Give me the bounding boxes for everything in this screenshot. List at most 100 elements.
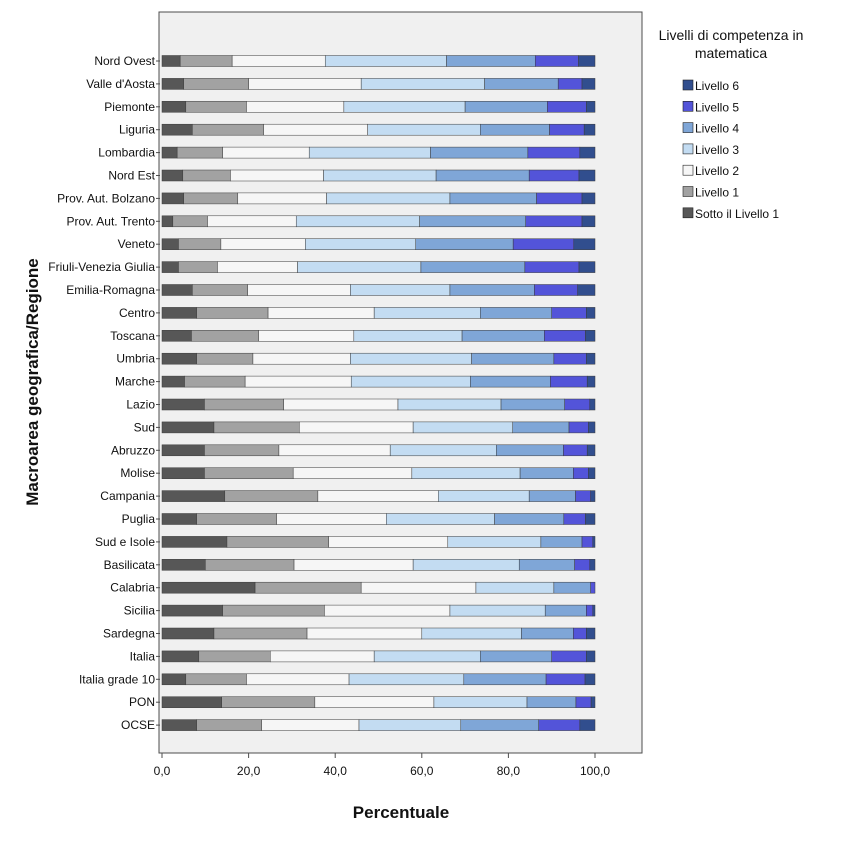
bar-veneto-livello-5 xyxy=(512,238,575,250)
legend-label-sotto-il-livello-1: Sotto il Livello 1 xyxy=(695,207,779,221)
bar-nord-est-livello-2 xyxy=(230,169,324,182)
legend-label-livello-2: Livello 2 xyxy=(695,164,739,178)
bar-emilia-romagna-livello-1 xyxy=(192,284,248,296)
category-label-valle-d-aosta: Valle d'Aosta xyxy=(86,77,155,91)
category-label-pon: PON xyxy=(129,695,155,709)
category-label-prov-aut-bolzano: Prov. Aut. Bolzano xyxy=(57,191,155,205)
legend: Livelli di competenza in matematica Live… xyxy=(659,27,804,221)
bar-prov-aut-trento-sotto-il-livello-1 xyxy=(161,215,174,228)
bar-nord-ovest-sotto-il-livello-1 xyxy=(161,55,181,67)
bar-italia-livello-2 xyxy=(270,650,375,663)
bar-sicilia-livello-2 xyxy=(324,604,451,617)
category-label-prov-aut-trento: Prov. Aut. Trento xyxy=(67,214,156,228)
bar-nord-est-livello-4 xyxy=(435,169,530,182)
bar-sud-e-isole-livello-3 xyxy=(447,536,542,548)
x-tick-label: 100,0 xyxy=(580,764,610,778)
bar-puglia-livello-5 xyxy=(563,513,586,525)
bar-marche-livello-3 xyxy=(350,375,471,388)
bar-prov-aut-bolzano-livello-3 xyxy=(326,192,451,205)
bar-friuli-venezia-giulia-livello-3 xyxy=(297,261,422,273)
bar-molise-livello-2 xyxy=(292,467,413,479)
bar-campania-livello-3 xyxy=(438,490,530,502)
bar-veneto-livello-1 xyxy=(178,238,222,250)
bar-prov-aut-trento-livello-1 xyxy=(172,215,208,228)
bar-molise-livello-3 xyxy=(411,467,521,479)
bar-liguria-livello-1 xyxy=(192,123,264,136)
category-label-sardegna: Sardegna xyxy=(103,627,155,641)
bar-sardegna-livello-6 xyxy=(586,627,596,640)
category-label-centro: Centro xyxy=(119,306,155,320)
bar-lombardia-livello-1 xyxy=(176,146,223,159)
bar-nord-ovest-livello-6 xyxy=(578,55,596,67)
category-label-italia-grade-10: Italia grade 10 xyxy=(79,672,155,686)
bar-ocse-livello-1 xyxy=(196,719,262,731)
bar-campania-sotto-il-livello-1 xyxy=(161,490,226,502)
bar-toscana-livello-1 xyxy=(191,330,259,342)
bar-prov-aut-bolzano-livello-4 xyxy=(449,192,537,205)
bar-italia-grade-10-livello-3 xyxy=(348,673,465,686)
bar-sardegna-livello-5 xyxy=(573,627,587,640)
bar-piemonte-livello-2 xyxy=(246,101,345,113)
category-label-nord-est: Nord Est xyxy=(108,169,155,183)
category-label-emilia-romagna: Emilia-Romagna xyxy=(66,283,155,297)
bar-marche-sotto-il-livello-1 xyxy=(161,375,185,388)
bar-prov-aut-bolzano-sotto-il-livello-1 xyxy=(161,192,184,205)
bar-lombardia-livello-3 xyxy=(308,146,431,159)
bar-nord-est-livello-3 xyxy=(323,169,437,182)
bar-pon-livello-1 xyxy=(221,696,316,708)
bar-italia-grade-10-livello-1 xyxy=(185,673,247,686)
bar-campania-livello-2 xyxy=(317,490,439,502)
bar-sicilia-livello-6 xyxy=(592,604,596,617)
legend-label-livello-3: Livello 3 xyxy=(695,143,739,157)
category-label-abruzzo: Abruzzo xyxy=(111,443,155,457)
legend-title-line-2: matematica xyxy=(695,45,768,61)
bar-calabria-livello-3 xyxy=(475,581,555,594)
x-tick-label: 40,0 xyxy=(324,764,348,778)
bar-toscana-livello-6 xyxy=(585,330,596,342)
bar-sud-e-isole-sotto-il-livello-1 xyxy=(161,536,228,548)
bar-molise-livello-5 xyxy=(573,467,589,479)
bar-campania-livello-4 xyxy=(528,490,576,502)
bar-valle-d-aosta-livello-1 xyxy=(183,78,249,90)
bar-puglia-sotto-il-livello-1 xyxy=(161,513,197,525)
bar-prov-aut-bolzano-livello-2 xyxy=(237,192,327,205)
bar-molise-livello-6 xyxy=(588,467,596,479)
bar-italia-sotto-il-livello-1 xyxy=(161,650,200,663)
category-label-ocse: OCSE xyxy=(121,718,155,732)
bar-veneto-livello-6 xyxy=(573,238,596,250)
bar-lombardia-livello-5 xyxy=(527,146,581,159)
bar-abruzzo-livello-4 xyxy=(496,444,564,457)
bar-marche-livello-5 xyxy=(550,375,588,388)
bar-sicilia-sotto-il-livello-1 xyxy=(161,604,223,617)
category-label-lazio: Lazio xyxy=(126,398,155,412)
bar-liguria-livello-6 xyxy=(583,123,596,136)
bar-molise-sotto-il-livello-1 xyxy=(161,467,205,479)
bar-sud-e-isole-livello-2 xyxy=(328,536,449,548)
bar-molise-livello-4 xyxy=(519,467,574,479)
bar-piemonte-sotto-il-livello-1 xyxy=(161,101,187,113)
legend-label-livello-5: Livello 5 xyxy=(695,100,739,114)
bar-centro-livello-3 xyxy=(373,307,481,319)
bar-lazio-livello-5 xyxy=(564,398,591,411)
bar-nord-ovest-livello-4 xyxy=(446,55,536,67)
legend-swatch-livello-2 xyxy=(682,164,694,176)
bar-liguria-livello-2 xyxy=(263,123,368,136)
bar-marche-livello-4 xyxy=(470,375,551,388)
bar-marche-livello-6 xyxy=(586,375,596,388)
bar-nord-ovest-livello-2 xyxy=(231,55,326,67)
legend-swatch-sotto-il-livello-1 xyxy=(682,207,694,219)
bar-abruzzo-livello-2 xyxy=(278,444,391,457)
bar-sud-livello-6 xyxy=(588,421,596,434)
bar-centro-livello-6 xyxy=(586,307,596,319)
bars-layer xyxy=(161,55,596,731)
bar-toscana-sotto-il-livello-1 xyxy=(161,330,192,342)
bar-campania-livello-6 xyxy=(590,490,596,502)
bar-sardegna-sotto-il-livello-1 xyxy=(161,627,215,640)
bar-veneto-livello-3 xyxy=(305,238,416,250)
bar-lombardia-livello-4 xyxy=(430,146,529,159)
bar-calabria-sotto-il-livello-1 xyxy=(161,581,256,594)
bar-valle-d-aosta-livello-4 xyxy=(484,78,559,90)
bar-umbria-livello-4 xyxy=(471,352,555,365)
bar-pon-livello-6 xyxy=(590,696,596,708)
bar-puglia-livello-1 xyxy=(196,513,277,525)
